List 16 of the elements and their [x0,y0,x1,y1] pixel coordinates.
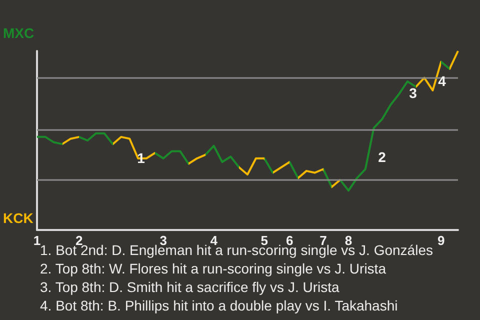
x-tick-label: 5 [260,233,268,248]
x-tick-label: 8 [344,233,352,248]
x-tick-label: 6 [286,233,294,248]
text: 3. Top 8th: D. Smith hit a sacrifice fly vs J. Urista [40,279,340,295]
x-tick-label: 4 [210,233,218,248]
text: KCK [3,210,34,226]
text: 4. Bot 8th: B. Phillips hit into a double play vs I. Takahashi [40,298,398,314]
x-tick-label: 9 [438,233,445,248]
annotation: 3 [409,85,418,101]
x-tick-label: 3 [160,233,167,248]
annotation: 2 [378,149,386,165]
annotation: 4 [438,73,446,89]
x-tick-label: 1 [33,233,41,248]
x-tick-label: 7 [320,233,327,248]
text: 2. Top 8th: W. Flores hit a run-scoring single vs J. Urista [40,260,386,276]
text: MXC [3,25,34,41]
